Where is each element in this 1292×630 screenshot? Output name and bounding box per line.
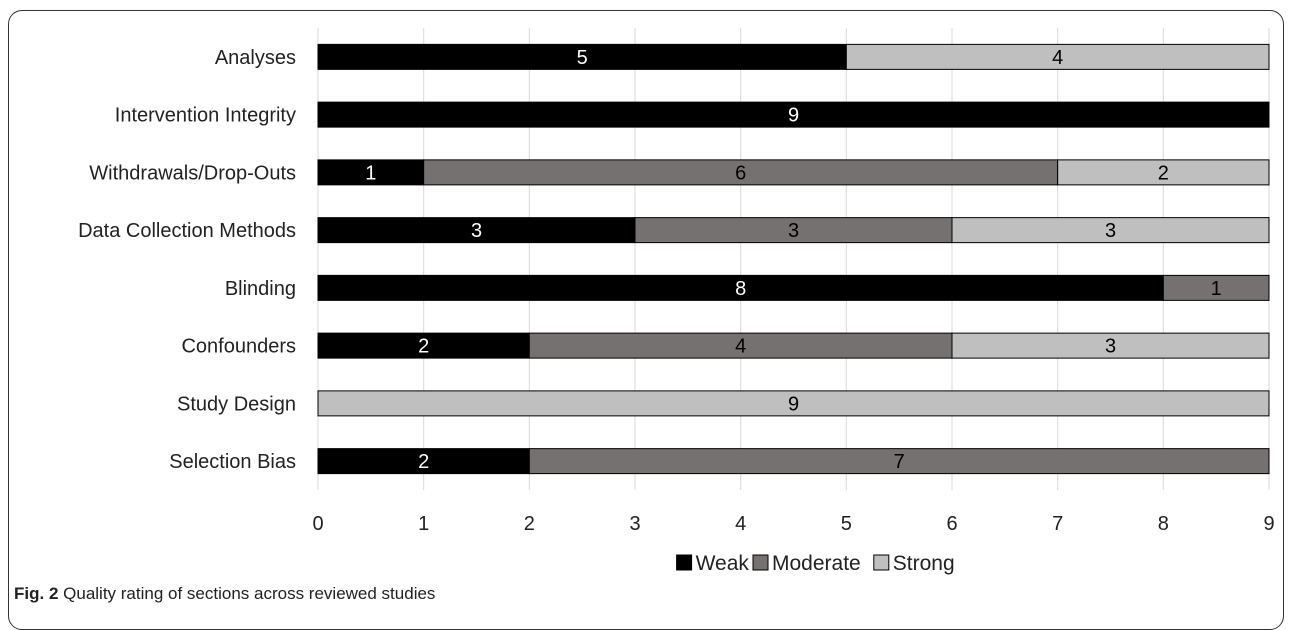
data-label: 8 — [735, 278, 746, 300]
data-label: 1 — [365, 162, 376, 184]
data-label: 2 — [418, 451, 429, 473]
bar-segment-strong — [951, 217, 1270, 244]
legend-swatch-moderate — [752, 554, 769, 571]
data-label: 3 — [1105, 336, 1116, 358]
x-tick-label: 2 — [524, 513, 535, 535]
category-label: Blinding — [225, 278, 296, 300]
x-tick-label: 9 — [1263, 513, 1274, 535]
data-label: 2 — [1158, 162, 1169, 184]
legend-swatch-weak — [676, 554, 693, 571]
legend-swatch-strong — [873, 554, 890, 571]
x-tick-label: 1 — [418, 513, 429, 535]
category-label: Confounders — [181, 336, 296, 358]
data-label: 3 — [1105, 220, 1116, 242]
x-tick-labels: 0 1 2 3 4 5 6 7 8 9 — [312, 513, 1274, 535]
data-label: 9 — [788, 105, 799, 127]
data-label: 1 — [1211, 278, 1222, 300]
bar-segment-weak — [317, 332, 530, 359]
x-tick-label: 3 — [629, 513, 640, 535]
bar-segment-weak — [317, 101, 1270, 128]
stacked-bar-chart: 5 4 9 1 6 2 3 3 3 8 1 2 4 3 9 2 7 Analyses Intervention I… — [78, 28, 1275, 575]
category-label: Data Collection Methods — [78, 220, 296, 242]
data-label: 2 — [418, 336, 429, 358]
legend-label-weak: Weak — [696, 552, 750, 575]
category-label: Analyses — [215, 47, 296, 69]
x-tick-label: 5 — [841, 513, 852, 535]
bar-segment-moderate — [1162, 274, 1270, 301]
bar-segment-moderate — [528, 448, 1270, 475]
x-tick-label: 8 — [1158, 513, 1169, 535]
bars-layer: 5 4 9 1 6 2 3 3 3 8 1 2 4 3 9 2 7 — [317, 43, 1270, 475]
category-label: Selection Bias — [169, 451, 296, 473]
data-label: 3 — [471, 220, 482, 242]
bar-segment-strong — [317, 390, 1270, 417]
caption-text: Quality rating of sections across review… — [63, 584, 436, 603]
data-label: 9 — [788, 393, 799, 415]
data-label: 7 — [894, 451, 905, 473]
bar-segment-moderate — [634, 217, 953, 244]
legend-label-strong: Strong — [893, 552, 955, 575]
data-label: 6 — [735, 162, 746, 184]
data-label: 4 — [1052, 47, 1063, 69]
category-labels: Analyses Intervention Integrity Withdrawal… — [78, 47, 296, 473]
bar-segment-weak — [317, 274, 1164, 301]
bar-segment-moderate — [528, 332, 953, 359]
x-tick-label: 0 — [312, 513, 323, 535]
bar-segment-moderate — [423, 159, 1059, 186]
bar-segment-strong — [845, 43, 1270, 70]
caption-fig-label: Fig. 2 — [14, 584, 59, 603]
bar-segment-strong — [1057, 159, 1270, 186]
data-label: 4 — [735, 336, 746, 358]
category-label: Study Design — [177, 393, 296, 415]
x-tick-label: 6 — [946, 513, 957, 535]
legend-label-moderate: Moderate — [772, 552, 861, 575]
x-tick-label: 4 — [735, 513, 746, 535]
legend: Weak Moderate Strong — [676, 552, 955, 575]
data-label: 5 — [577, 47, 588, 69]
data-label: 3 — [788, 220, 799, 242]
grid-lines — [317, 28, 1270, 490]
x-tick-label: 7 — [1052, 513, 1063, 535]
category-label: Intervention Integrity — [115, 105, 296, 127]
figure-caption: Fig. 2 Quality rating of sections across… — [14, 584, 435, 604]
category-label: Withdrawals/Drop-Outs — [89, 162, 296, 184]
bar-segment-strong — [951, 332, 1270, 359]
bar-segment-weak — [317, 159, 425, 186]
bar-segment-weak — [317, 43, 847, 70]
bar-segment-weak — [317, 448, 530, 475]
